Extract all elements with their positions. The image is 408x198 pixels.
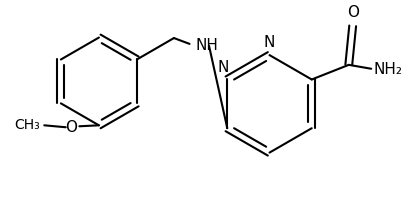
Text: O: O — [66, 120, 78, 135]
Text: O: O — [347, 5, 359, 20]
Text: CH₃: CH₃ — [15, 118, 40, 132]
Text: N: N — [264, 35, 275, 50]
Text: NH: NH — [195, 38, 218, 53]
Text: N: N — [218, 60, 229, 75]
Text: NH₂: NH₂ — [373, 62, 402, 77]
